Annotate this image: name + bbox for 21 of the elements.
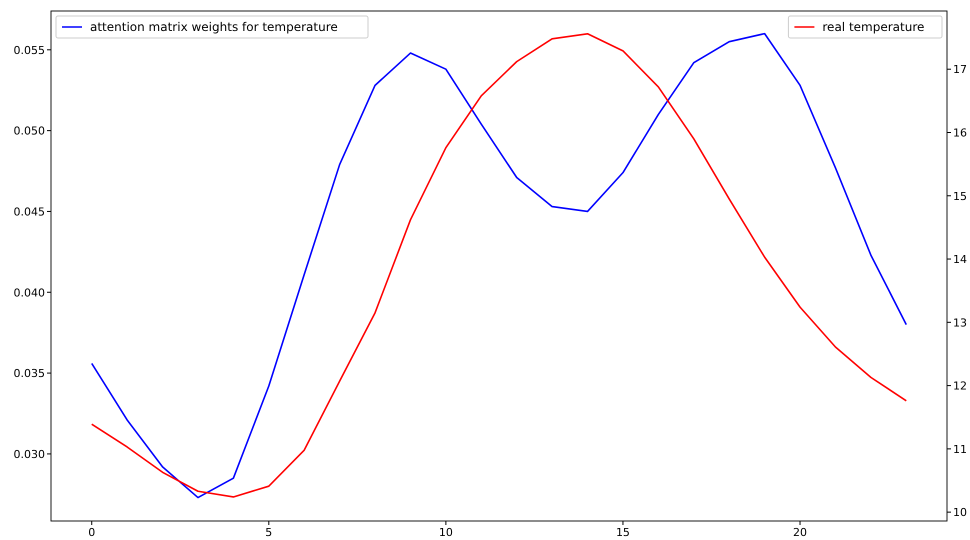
y2-tick-label: 10 [953,506,967,520]
x-tick-label: 5 [265,526,272,539]
y2-tick-label: 11 [953,442,967,456]
x-tick-label: 15 [616,526,630,539]
y-tick-label: 0.055 [14,44,45,57]
legend-label: attention matrix weights for temperature [90,20,338,34]
y2-tick-label: 12 [953,380,967,393]
legend-label: real temperature [822,20,924,34]
x-tick-label: 20 [793,526,808,539]
y2-tick-label: 17 [953,63,967,76]
y-tick-label: 0.040 [14,286,45,300]
y-tick-label: 0.030 [14,448,45,461]
y-tick-label: 0.045 [14,205,45,218]
y-tick-label: 0.050 [14,124,45,138]
y-tick-label: 0.035 [14,367,45,380]
y2-tick-label: 15 [953,190,967,203]
x-tick-label: 10 [438,526,453,539]
x-tick-label: 0 [88,526,96,539]
y2-tick-label: 16 [953,126,967,140]
y2-tick-label: 13 [953,316,967,330]
y2-tick-label: 14 [953,253,967,266]
